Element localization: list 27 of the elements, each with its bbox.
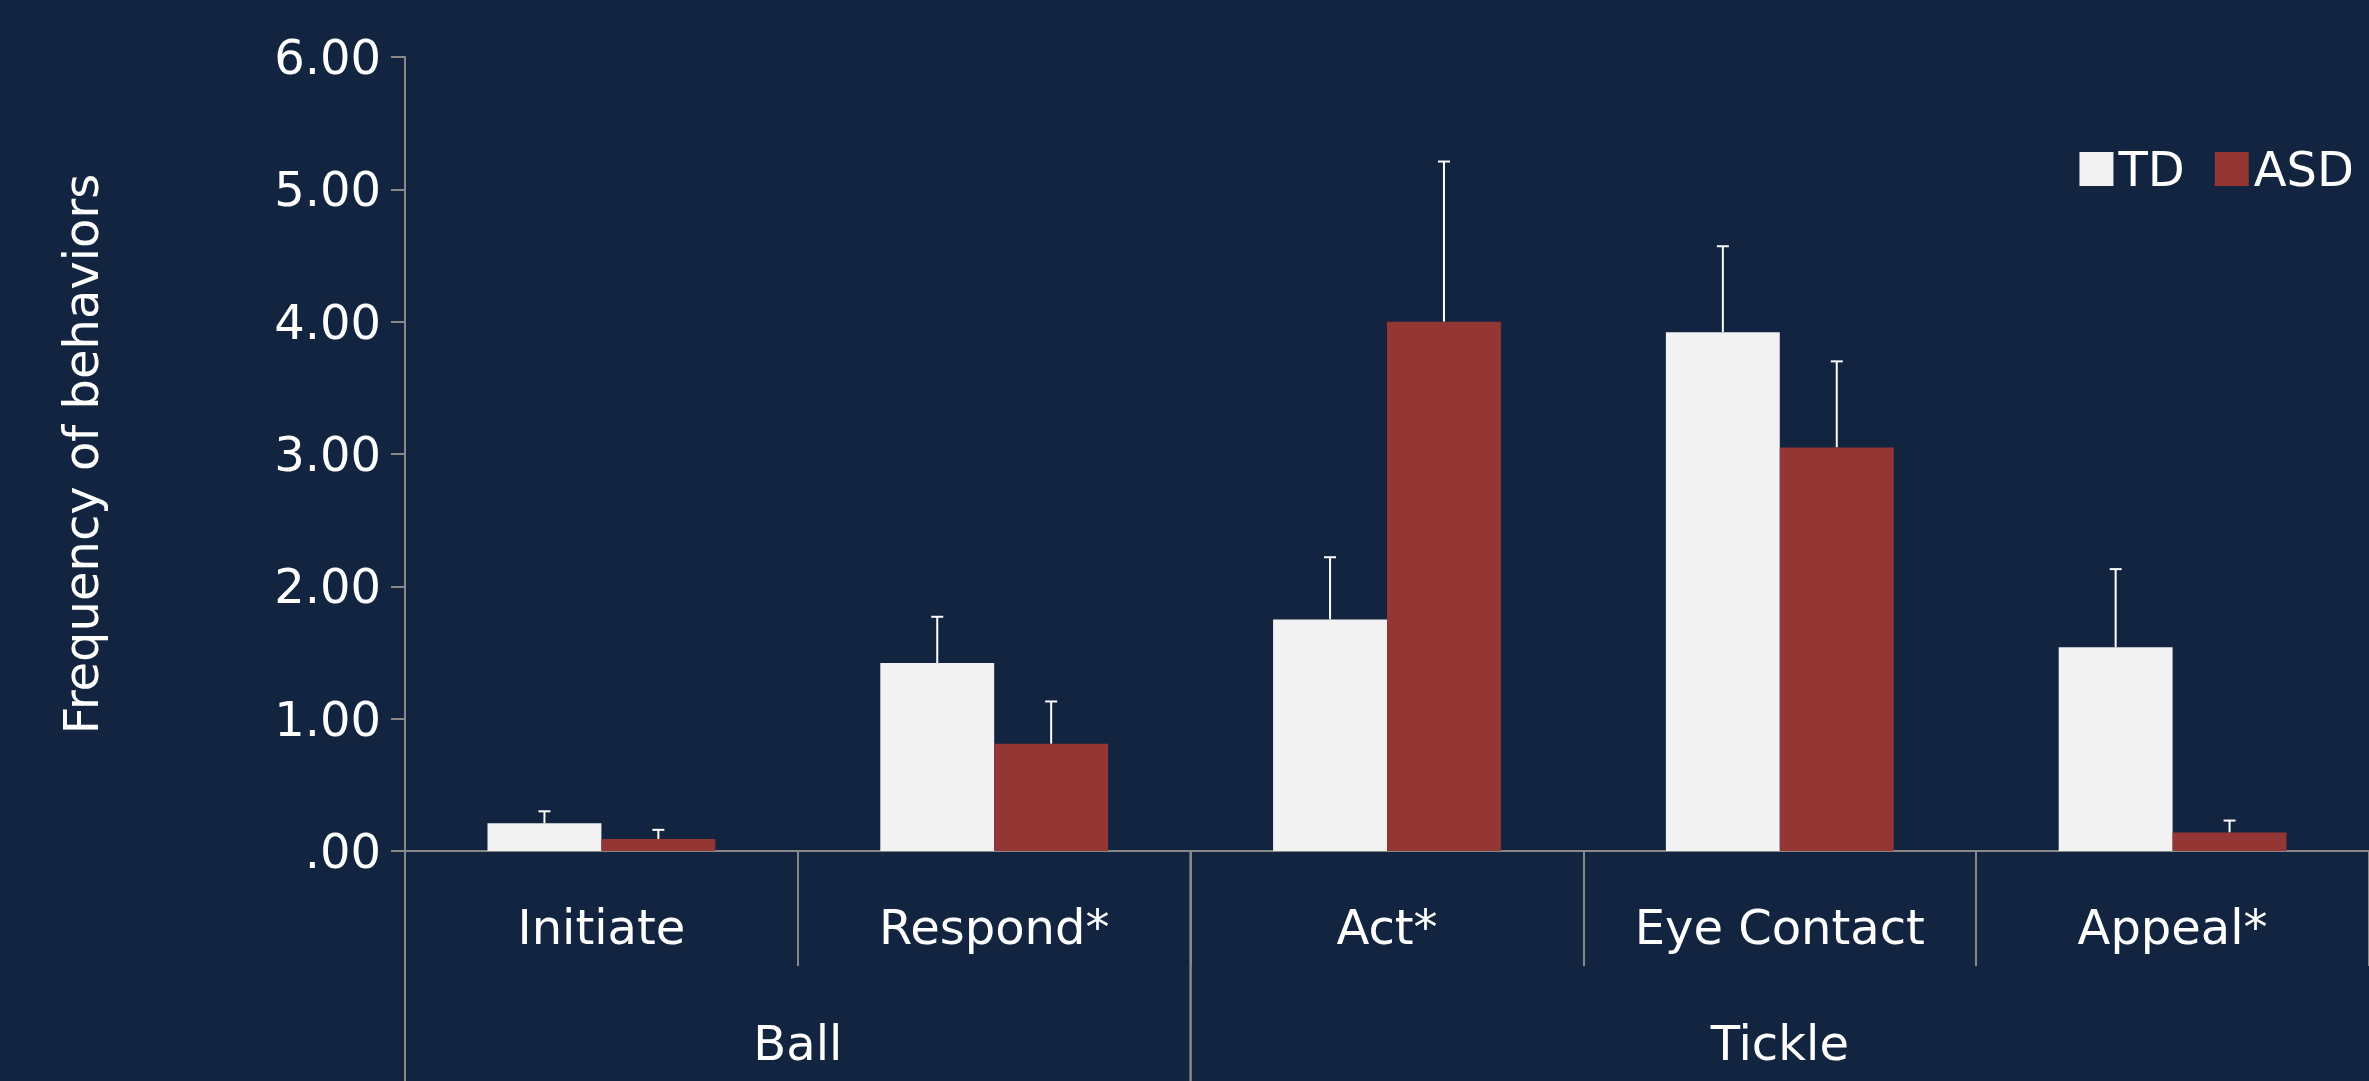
x-tick-label: Initiate [517, 899, 686, 955]
bar [994, 743, 1109, 851]
bar [1665, 332, 1780, 851]
x-tick-label: Eye Contact [1634, 899, 1925, 955]
legend-label: ASD [2253, 141, 2354, 197]
bar [1779, 447, 1894, 851]
bar [2172, 832, 2287, 851]
y-tick-label: .00 [304, 823, 381, 879]
y-tick-label: 2.00 [274, 558, 381, 615]
x-tick-label: Act* [1336, 899, 1438, 955]
bar [1387, 321, 1501, 851]
legend-label: TD [2117, 141, 2185, 197]
y-tick-label: 5.00 [274, 161, 381, 218]
bar [880, 663, 995, 851]
y-tick-label: 1.00 [274, 690, 381, 747]
bar [601, 839, 716, 851]
bar [2058, 647, 2173, 851]
y-axis-title: Frequency of behaviors [53, 173, 109, 735]
text: Ball [753, 1015, 843, 1071]
x-tick-label: Appeal* [2077, 899, 2268, 955]
bar [1273, 619, 1387, 851]
y-tick-label: 6.00 [274, 29, 381, 85]
x-tick-label: Respond* [878, 899, 1110, 955]
text: Tickle [1709, 1015, 1849, 1071]
y-tick-label: 4.00 [274, 293, 381, 350]
bar [487, 823, 602, 851]
y-tick-label: 3.00 [274, 426, 381, 482]
